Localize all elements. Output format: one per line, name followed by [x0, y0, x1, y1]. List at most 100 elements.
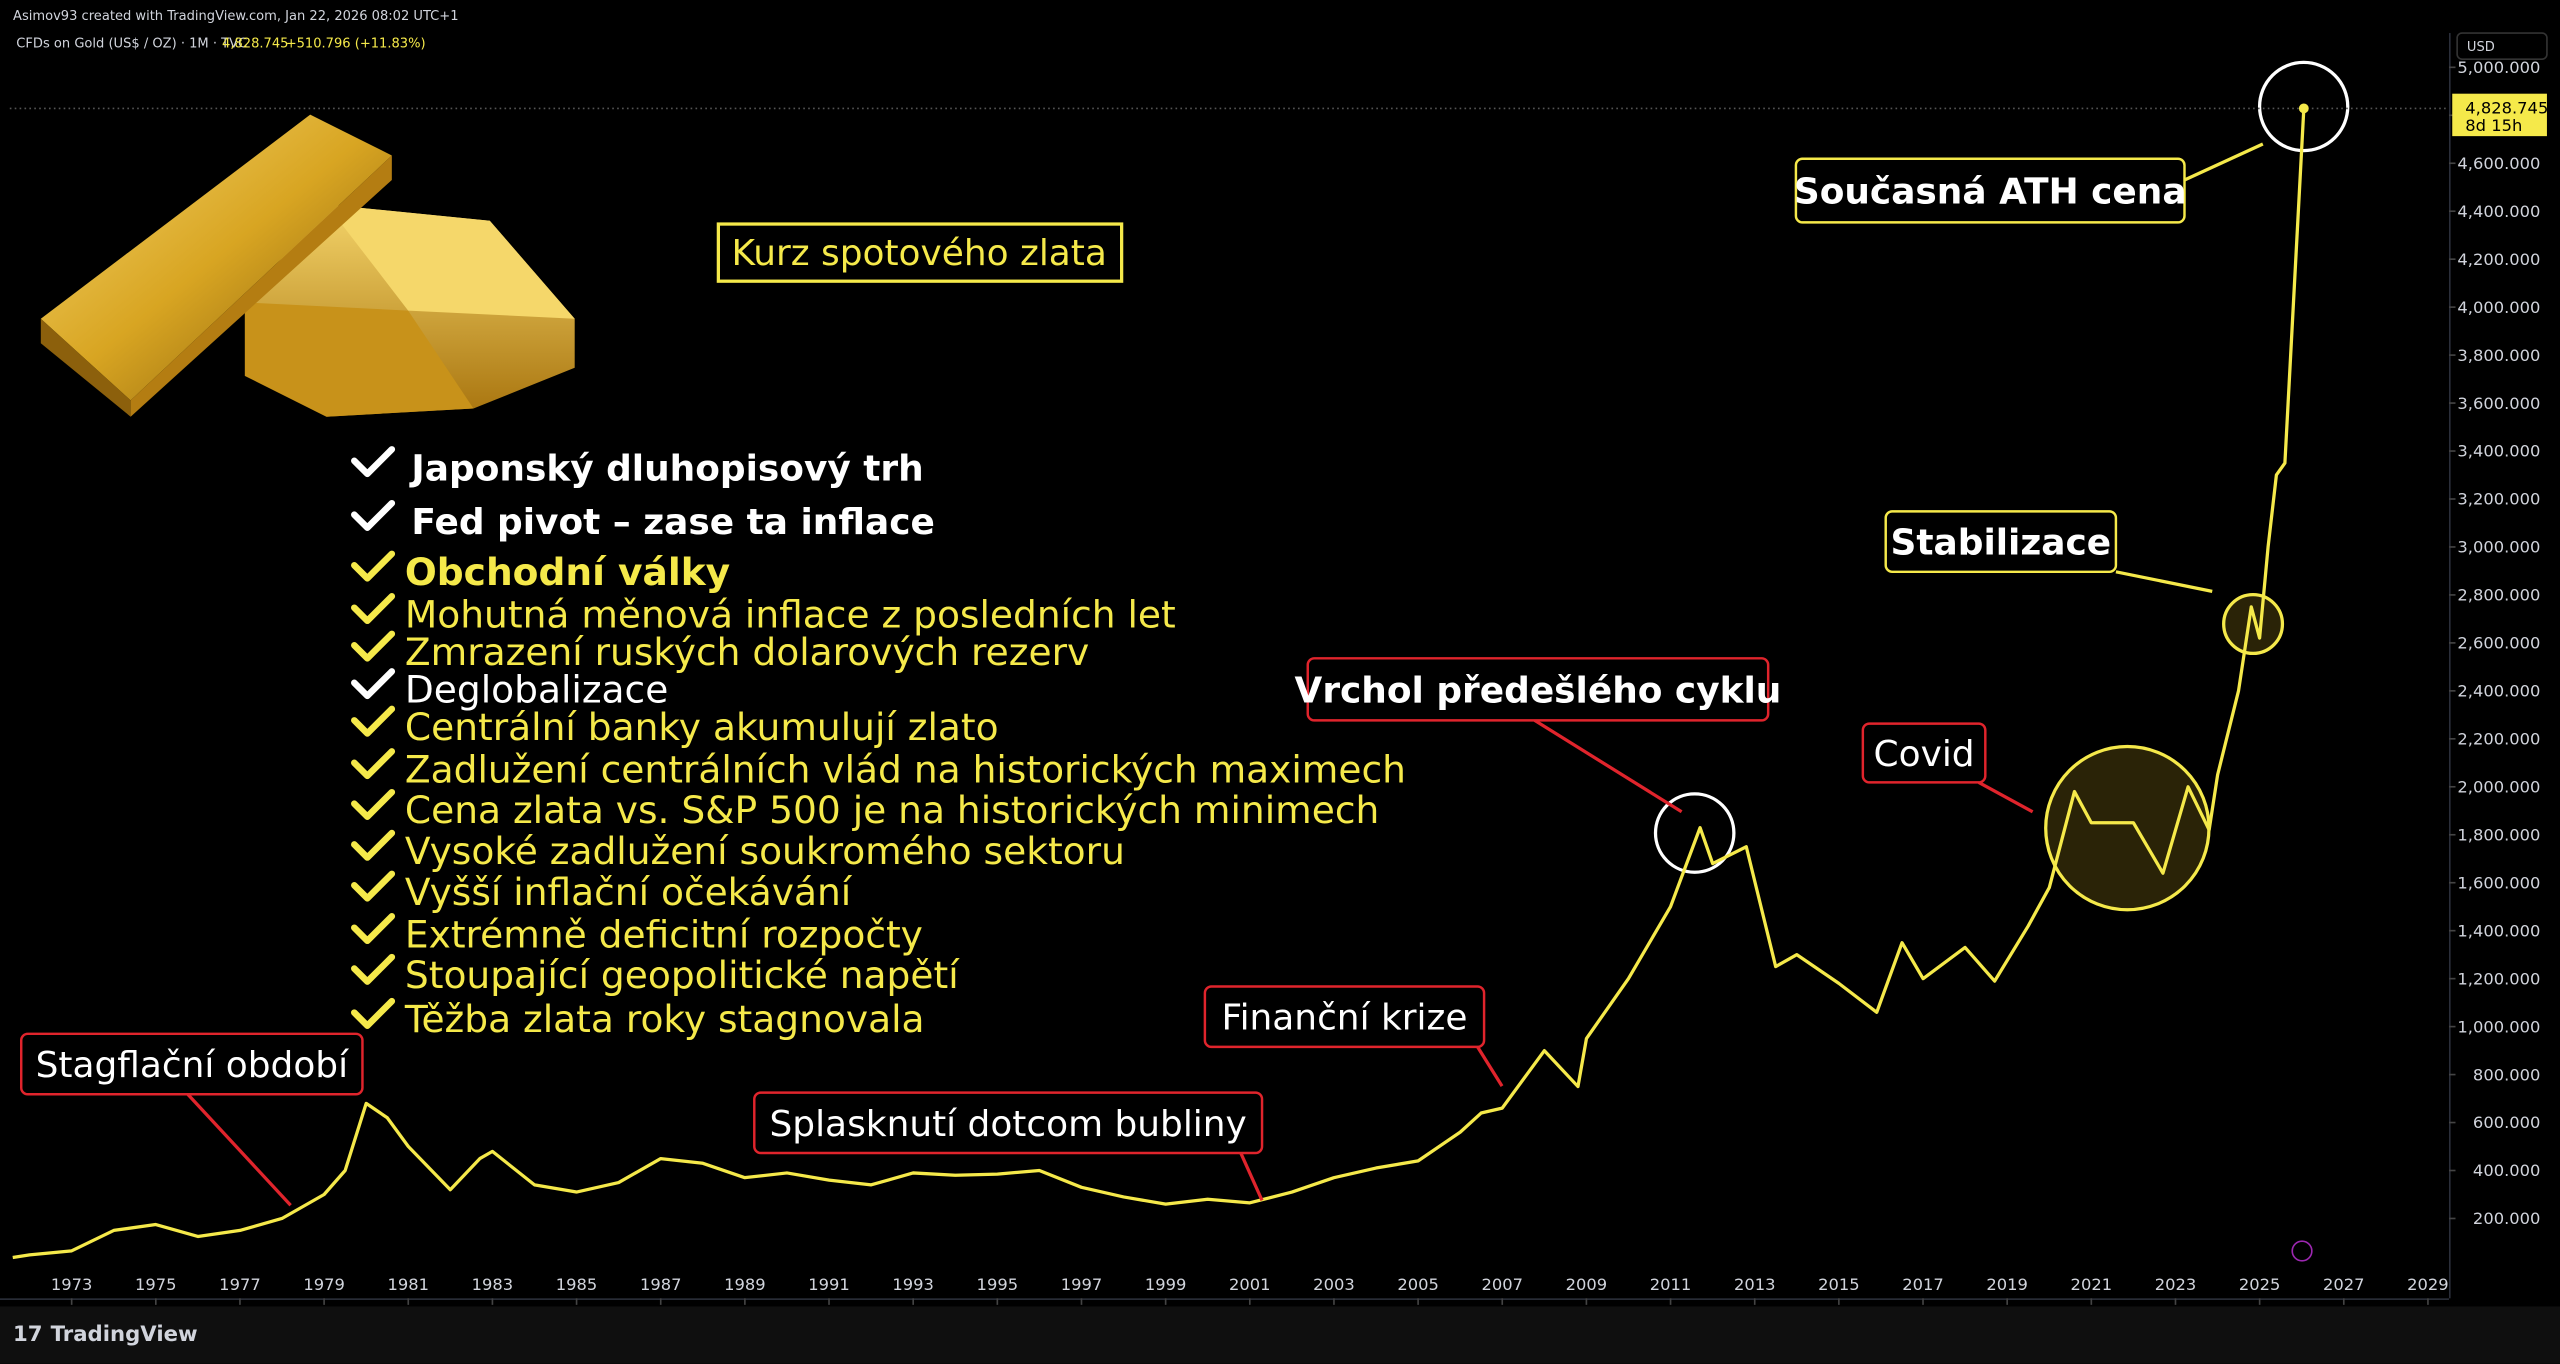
last-point [2298, 103, 2309, 114]
annotation-pointer [186, 1093, 292, 1207]
y-tick-label: 2,400.000 [2457, 682, 2540, 701]
x-tick-label: 2003 [1313, 1275, 1355, 1294]
annotation-pointer [1239, 1152, 1264, 1202]
y-tick-label: 4,200.000 [2457, 250, 2540, 269]
y-tick-label: 2,800.000 [2457, 586, 2540, 605]
y-tick-label: 4,000.000 [2457, 298, 2540, 317]
x-tick-label: 2025 [2239, 1275, 2281, 1294]
y-tick-label: 200.000 [2473, 1209, 2540, 1228]
annotation-box [20, 1032, 364, 1096]
y-tick-label: 3,800.000 [2457, 346, 2540, 365]
check-mark [351, 870, 396, 902]
checklist-item: Extrémně deficitní rozpočty [405, 912, 923, 956]
annotation-text: Finanční krize [1222, 998, 1468, 1039]
annotation-text: Současná ATH cena [1794, 172, 2187, 213]
x-tick-label: 1977 [219, 1275, 261, 1294]
currency-box[interactable] [2456, 32, 2548, 60]
annotation-box [1794, 157, 2186, 224]
x-tick-label: 1989 [724, 1275, 766, 1294]
y-tick-label: 3,600.000 [2457, 394, 2540, 413]
y-axis-line [2448, 33, 2451, 1299]
check-mark [351, 499, 396, 531]
checklist-item: Fed pivot – zase ta inflace [411, 502, 934, 543]
annotation-pointer [2115, 570, 2213, 593]
symbol: CFDs on Gold (US$ / OZ) · 1M · TVC [16, 37, 247, 52]
check-mark [351, 668, 396, 700]
annotation-pointer [1476, 1046, 1504, 1087]
annotation-pointer [1533, 718, 1683, 814]
annotation-text: Splasknutí dotcom bubliny [770, 1104, 1247, 1145]
checklist-item: Vyšší inflační očekávání [405, 870, 853, 914]
y-tick-label: 3,400.000 [2457, 442, 2540, 461]
y-tick-label: 2,600.000 [2457, 634, 2540, 653]
checklist-item: Zadlužení centrálních vlád na historický… [405, 747, 1406, 791]
x-tick-label: 2011 [1650, 1275, 1692, 1294]
highlight-circle [2222, 593, 2285, 656]
chart-title: Kurz spotového zlata [731, 233, 1106, 274]
check-mark [351, 829, 396, 861]
y-tick-label: 2,000.000 [2457, 777, 2540, 796]
y-tick-label: 600.000 [2473, 1113, 2540, 1132]
checklist-item: Deglobalizace [405, 667, 668, 711]
check-mark [351, 913, 396, 945]
annotation-box [1203, 985, 1486, 1049]
highlight-circle [2044, 744, 2211, 912]
y-tick-label: 1,600.000 [2457, 873, 2540, 892]
annotation-box [753, 1091, 1264, 1155]
footer-bar [0, 1306, 2560, 1364]
x-tick-label: 1991 [808, 1275, 850, 1294]
price-tag-countdown: 8d 15h [2465, 116, 2522, 135]
x-tick-label: 1973 [51, 1275, 93, 1294]
gold-bars [40, 114, 575, 417]
x-tick-label: 2005 [1397, 1275, 1439, 1294]
icon[interactable] [2291, 1240, 2313, 1262]
y-tick-label: 1,400.000 [2457, 921, 2540, 940]
y-tick-label: 1,800.000 [2457, 825, 2540, 844]
checklist-item: Cena zlata vs. S&P 500 je na historickýc… [405, 788, 1379, 832]
annotation-box [1306, 657, 1770, 722]
x-tick-label: 1983 [472, 1275, 514, 1294]
checklist-item: Japonský dluhopisový trh [408, 448, 923, 489]
x-tick-label: 2029 [2407, 1275, 2449, 1294]
x-tick-label: 2021 [2071, 1275, 2113, 1294]
checklist-item: Centrální banky akumulují zlato [405, 705, 999, 749]
x-tick-label: 1981 [388, 1275, 430, 1294]
x-tick-label: 1987 [640, 1275, 682, 1294]
credit: Asimov93 created with TradingView.com, J… [13, 9, 458, 24]
price-tag-label: 4,828.745 [2465, 98, 2548, 117]
check-mark [351, 953, 396, 985]
price-line [12, 108, 2306, 1260]
x-tick-label: 1975 [135, 1275, 177, 1294]
y-tick-label: 4,400.000 [2457, 202, 2540, 221]
x-tick-label: 2009 [1566, 1275, 1608, 1294]
check-mark [351, 550, 396, 582]
annotation-text: Covid [1874, 734, 1975, 775]
x-tick-label: 1985 [556, 1275, 598, 1294]
annotation-text: Vrchol předešlého cyklu [1295, 670, 1782, 711]
x-tick-label: 2027 [2323, 1275, 2365, 1294]
x-tick-label: 1979 [303, 1275, 345, 1294]
check-mark [351, 630, 396, 662]
y-tick-label: 1,000.000 [2457, 1017, 2540, 1036]
annotation-text: Stabilizace [1890, 523, 2111, 564]
check-mark [351, 705, 396, 737]
annotation-pointer [2183, 142, 2264, 182]
x-tick-label: 2017 [1902, 1275, 1944, 1294]
y-tick-label: 5,000.000 [2457, 58, 2540, 77]
x-tick-label: 1999 [1145, 1275, 1187, 1294]
y-tick-label: 3,000.000 [2457, 538, 2540, 557]
brand-logo: 17 [13, 1322, 43, 1347]
x-tick-label: 1997 [1061, 1275, 1103, 1294]
y-tick-label: 1,200.000 [2457, 969, 2540, 988]
x-tick-label: 2013 [1734, 1275, 1776, 1294]
price-tag [2452, 93, 2547, 137]
check-mark [351, 593, 396, 625]
change: +510.796 (+11.83%) [286, 37, 426, 52]
x-tick-label: 2007 [1481, 1275, 1523, 1294]
checklist-item: Těžba zlata roky stagnovala [404, 997, 925, 1041]
check-mark [351, 446, 396, 478]
x-tick-label: 2001 [1229, 1275, 1271, 1294]
title-box [716, 222, 1124, 283]
y-tick-label: 400.000 [2473, 1161, 2540, 1180]
